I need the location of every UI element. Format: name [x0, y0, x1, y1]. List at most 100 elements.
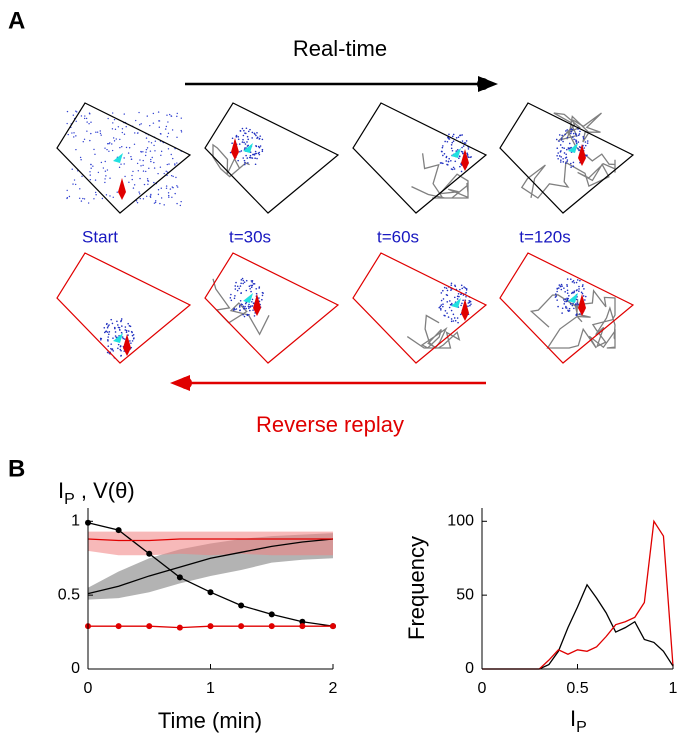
agent — [231, 138, 239, 160]
particle — [235, 281, 237, 284]
particle — [108, 331, 111, 333]
particle — [562, 299, 565, 301]
particle — [442, 154, 444, 157]
particle — [584, 141, 587, 143]
particle — [567, 147, 570, 149]
x-tick-label: 0.5 — [566, 680, 588, 697]
particle — [81, 175, 83, 178]
particle — [89, 174, 91, 176]
particle — [450, 289, 452, 291]
particle — [180, 129, 182, 132]
particle — [245, 132, 247, 135]
particle — [255, 134, 257, 137]
particle — [153, 144, 155, 147]
particle — [566, 160, 568, 163]
particle — [236, 285, 239, 288]
particle — [456, 295, 459, 298]
particle — [240, 282, 242, 285]
particle — [85, 117, 88, 120]
particle — [243, 141, 245, 144]
snapshot-label: Start — [82, 227, 118, 246]
particle — [111, 149, 114, 152]
particle — [116, 320, 118, 323]
particle — [66, 110, 69, 113]
particle — [133, 143, 136, 146]
particle — [576, 302, 578, 304]
particle — [160, 154, 162, 157]
particle — [561, 312, 563, 314]
particle — [248, 303, 250, 306]
particle — [450, 159, 452, 162]
particle — [566, 129, 569, 131]
arena — [56, 252, 192, 364]
particle — [256, 157, 258, 160]
particle — [577, 148, 579, 150]
particle — [131, 174, 133, 177]
particle — [257, 152, 260, 155]
particle — [565, 300, 568, 303]
particle — [242, 279, 245, 282]
particle — [113, 118, 116, 121]
particle — [573, 307, 575, 310]
snapshot — [204, 102, 340, 214]
snapshot — [352, 102, 488, 214]
series-line — [87, 538, 333, 542]
particle — [583, 288, 585, 290]
particle — [153, 202, 156, 204]
particle — [138, 191, 140, 193]
particle — [160, 187, 162, 189]
particle — [258, 153, 261, 156]
particle — [137, 170, 140, 172]
particle — [230, 293, 232, 296]
particle — [120, 349, 122, 352]
particle — [71, 132, 73, 134]
point — [268, 611, 275, 618]
particle — [573, 290, 576, 292]
particle — [571, 304, 574, 307]
particle — [93, 148, 95, 151]
particle — [180, 117, 182, 119]
particle — [465, 295, 467, 298]
particle — [130, 158, 133, 160]
particle — [114, 128, 117, 131]
arena — [56, 102, 192, 214]
particle — [112, 337, 114, 339]
particle — [117, 126, 120, 128]
particle — [132, 170, 134, 173]
particle — [578, 285, 580, 288]
particle — [107, 325, 109, 327]
particle — [140, 123, 142, 125]
particle — [99, 130, 101, 132]
agent — [113, 153, 123, 163]
arrow-label: Real-time — [293, 36, 387, 61]
particle — [74, 183, 77, 186]
particle — [168, 194, 170, 197]
arena — [204, 252, 340, 364]
particle — [117, 326, 120, 329]
particle — [261, 148, 264, 151]
particle — [564, 300, 566, 303]
agent — [461, 149, 469, 171]
particle — [123, 133, 126, 135]
particle — [444, 309, 447, 312]
particle — [82, 140, 84, 143]
particle — [244, 161, 246, 164]
particle — [75, 148, 77, 151]
particle — [90, 121, 92, 123]
particle — [244, 302, 247, 305]
particle — [258, 286, 261, 288]
particle — [556, 154, 558, 157]
particle — [244, 305, 246, 308]
particle — [578, 149, 580, 152]
particle — [445, 293, 448, 296]
particle — [248, 313, 250, 316]
particle — [257, 145, 260, 148]
particle — [233, 307, 236, 310]
particle — [261, 298, 263, 301]
particle — [166, 163, 168, 166]
particle — [174, 164, 176, 166]
particle — [461, 134, 463, 136]
particle — [83, 198, 86, 200]
particle — [261, 294, 264, 297]
